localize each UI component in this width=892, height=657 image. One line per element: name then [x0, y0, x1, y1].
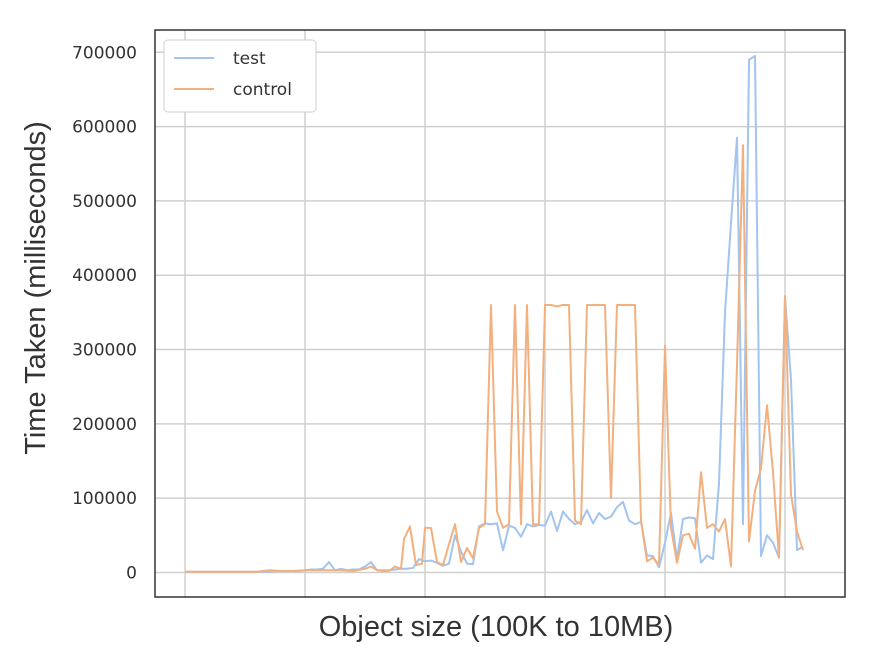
y-tick-label: 100000	[72, 489, 137, 509]
x-axis-title: Object size (100K to 10MB)	[319, 611, 674, 643]
legend-label-test: test	[233, 49, 266, 69]
grid	[155, 30, 845, 597]
y-tick-label: 200000	[72, 415, 137, 435]
y-tick-label: 600000	[72, 118, 137, 138]
series-line-test	[185, 55, 804, 573]
y-axis-title: Time Taken (milliseconds)	[20, 121, 52, 455]
series-line-control	[185, 144, 804, 573]
y-tick-label: 500000	[72, 192, 137, 212]
y-axis-ticks: 0 100000 200000 300000 400000 500000 600000 700…	[72, 43, 137, 583]
y-tick-label: 300000	[72, 341, 137, 361]
plot-frame	[154, 29, 846, 598]
legend-label-control: control	[233, 80, 292, 100]
y-tick-label: 700000	[72, 43, 137, 63]
plot-lines	[185, 55, 804, 573]
y-tick-label: 0	[126, 563, 137, 583]
legend: test control	[163, 39, 317, 113]
y-tick-label: 400000	[72, 266, 137, 286]
